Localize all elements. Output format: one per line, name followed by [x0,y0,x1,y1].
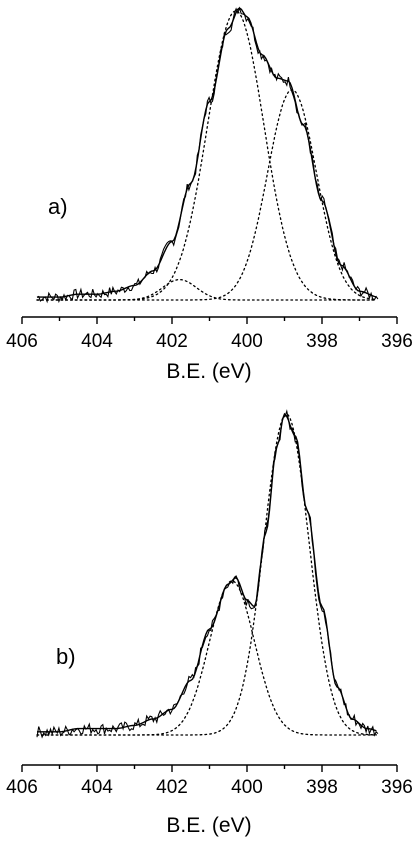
panel-b-tick-label: 400 [231,777,263,798]
panel-a-ticks: 406 404 402 400 398 396 [6,317,413,352]
panel-a: a) 406 404 402 400 398 396 B.E. (eV) [6,6,413,383]
panel-b-tick-label: 404 [81,777,113,798]
panel-a-tick-label: 398 [306,331,338,352]
panel-a-component-peak-2 [36,89,378,301]
panel-b-tick-label: 406 [6,777,38,798]
panel-b-fit-envelope [37,412,377,733]
panel-b-ticks: 406 404 402 400 398 396 [6,765,413,798]
panel-b-tick-label: 398 [306,777,338,798]
panel-b: b) 406 404 402 400 398 396 B.E. (eV) [6,409,413,837]
panel-b-measured-spectrum [36,409,379,739]
panel-a-component-peak-3 [36,278,378,301]
panel-a-fit-envelope [37,7,377,298]
panel-b-component-peak-1 [36,580,378,736]
panel-b-tick-label: 396 [381,777,413,798]
panel-b-component-peak-2 [36,413,378,736]
panel-a-x-axis-title: B.E. (eV) [166,360,251,383]
panel-a-traces [36,6,379,304]
panel-a-measured-spectrum [36,6,379,304]
panel-a-component-peak-1 [36,10,378,301]
panel-a-label: a) [48,194,68,219]
panel-b-label: b) [56,644,76,669]
panel-b-tick-label: 402 [156,777,188,798]
panel-b-x-axis-title: B.E. (eV) [166,814,251,837]
panel-a-tick-label: 406 [6,331,38,352]
panel-a-tick-label: 400 [231,331,263,352]
panel-b-traces [36,409,379,739]
panel-a-tick-label: 404 [81,331,113,352]
panel-a-tick-label: 402 [156,331,188,352]
panel-a-tick-label: 396 [381,331,413,352]
